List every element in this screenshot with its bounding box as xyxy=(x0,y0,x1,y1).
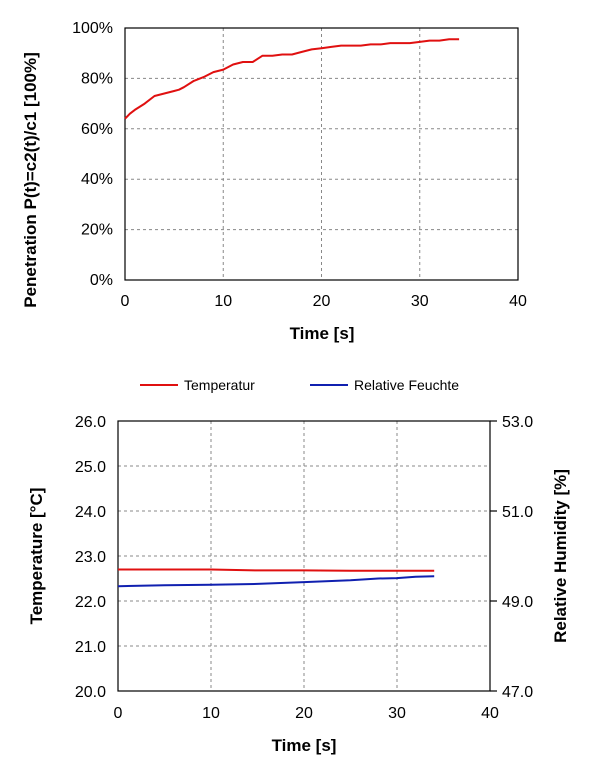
climate-x-tick: 40 xyxy=(481,705,499,722)
humidity-y-ticks: 47.0 49.0 51.0 53.0 xyxy=(490,414,533,701)
penetration-x-axis-label: Time [s] xyxy=(290,324,355,343)
penetration-y-tick: 0% xyxy=(90,272,113,289)
penetration-x-tick: 0 xyxy=(121,293,130,310)
penetration-y-tick: 60% xyxy=(81,121,113,138)
climate-x-tick: 10 xyxy=(202,705,220,722)
temperature-y-tick: 20.0 xyxy=(75,684,106,701)
humidity-y-tick: 51.0 xyxy=(502,504,533,521)
penetration-y-axis-label: Penetration P(t)=c2(t)/c1 [100%] xyxy=(21,52,40,308)
temperature-y-tick: 23.0 xyxy=(75,549,106,566)
humidity-line xyxy=(117,575,435,588)
climate-x-tick: 0 xyxy=(114,705,123,722)
humidity-y-tick: 53.0 xyxy=(502,414,533,431)
penetration-x-ticks: 0 10 20 30 40 xyxy=(121,293,527,310)
climate-x-ticks: 0 10 20 30 40 xyxy=(114,705,499,722)
temperature-y-tick: 24.0 xyxy=(75,504,106,521)
penetration-grid xyxy=(125,28,518,280)
humidity-y-tick: 49.0 xyxy=(502,594,533,611)
penetration-x-tick: 10 xyxy=(214,293,232,310)
temperature-y-axis-label: Temperature [°C] xyxy=(27,488,46,625)
climate-series-group xyxy=(117,568,435,588)
climate-x-tick: 30 xyxy=(388,705,406,722)
penetration-y-tick: 80% xyxy=(81,70,113,87)
penetration-x-tick: 40 xyxy=(509,293,527,310)
penetration-y-tick: 100% xyxy=(72,20,113,37)
humidity-y-tick: 47.0 xyxy=(502,684,533,701)
temperature-y-tick: 21.0 xyxy=(75,639,106,656)
legend-label-temperatur: Temperatur xyxy=(184,377,255,393)
climate-plot-frame xyxy=(117,420,491,692)
temperature-line xyxy=(118,568,435,572)
climate-x-axis-label: Time [s] xyxy=(272,736,337,755)
climate-x-tick: 20 xyxy=(295,705,313,722)
penetration-x-tick: 30 xyxy=(411,293,429,310)
temperature-y-tick: 25.0 xyxy=(75,459,106,476)
penetration-plot-frame xyxy=(124,27,519,281)
penetration-chart: 0% 20% 40% 60% 80% 100% 0 10 20 30 40 Ti… xyxy=(21,20,527,343)
penetration-y-ticks: 0% 20% 40% 60% 80% 100% xyxy=(72,20,113,289)
penetration-line xyxy=(124,38,460,120)
temperature-y-ticks: 20.0 21.0 22.0 23.0 24.0 25.0 26.0 xyxy=(75,414,106,701)
temperature-y-tick: 26.0 xyxy=(75,414,106,431)
climate-grid xyxy=(118,421,490,691)
legend: Temperatur Relative Feuchte xyxy=(140,377,459,393)
penetration-x-tick: 20 xyxy=(313,293,331,310)
penetration-y-tick: 20% xyxy=(81,222,113,239)
penetration-series-group xyxy=(124,38,460,120)
penetration-y-tick: 40% xyxy=(81,171,113,188)
climate-chart: Temperatur Relative Feuchte 20.0 21.0 22… xyxy=(27,377,570,755)
humidity-y-axis-label: Relative Humidity [%] xyxy=(551,469,570,643)
legend-label-relative-feuchte: Relative Feuchte xyxy=(354,377,459,393)
temperature-y-tick: 22.0 xyxy=(75,594,106,611)
